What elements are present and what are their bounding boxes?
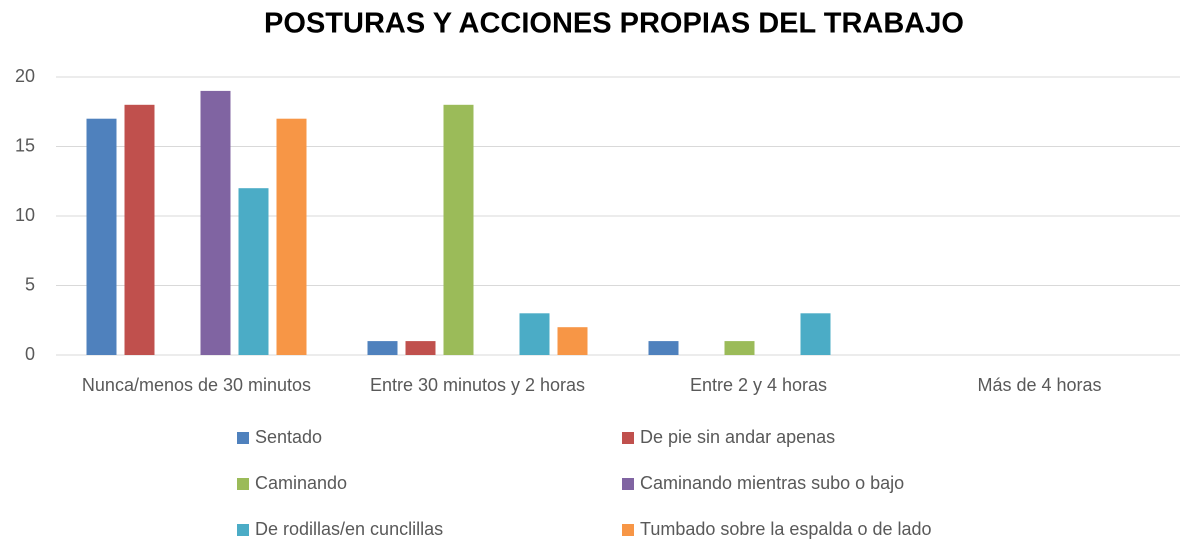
legend-swatch [237,478,249,490]
bar [367,341,398,355]
bar [648,341,679,355]
y-tick-label: 0 [25,344,35,364]
bar [276,118,307,355]
bar [86,118,117,355]
legend-label: De rodillas/en cunclillas [255,519,443,539]
x-tick-label: Más de 4 horas [977,375,1101,395]
legend-swatch [622,432,634,444]
legend-swatch [237,432,249,444]
bar [800,313,831,355]
y-tick-label: 5 [25,274,35,294]
bar [405,341,436,355]
chart-title: POSTURAS Y ACCIONES PROPIAS DEL TRABAJO [264,8,964,40]
legend-swatch [622,478,634,490]
bar [724,341,755,355]
legend-label: Caminando mientras subo o bajo [640,473,904,493]
bar [200,90,231,356]
legend-swatch [237,524,249,536]
legend-label: Sentado [255,427,322,447]
legend-label: Caminando [255,473,347,493]
x-tick-label: Entre 2 y 4 horas [690,375,827,395]
bar [124,104,155,355]
x-tick-label: Nunca/menos de 30 minutos [82,375,311,395]
bar [557,327,588,355]
y-tick-label: 20 [15,66,35,86]
y-tick-label: 15 [15,135,35,155]
legend-label: De pie sin andar apenas [640,427,835,447]
bar [238,188,269,355]
legend-label: Tumbado sobre la espalda o de lado [640,519,932,539]
legend-swatch [622,524,634,536]
bar [519,313,550,355]
bar [443,104,474,355]
y-tick-label: 10 [15,205,35,225]
x-tick-label: Entre 30 minutos y 2 horas [370,375,585,395]
